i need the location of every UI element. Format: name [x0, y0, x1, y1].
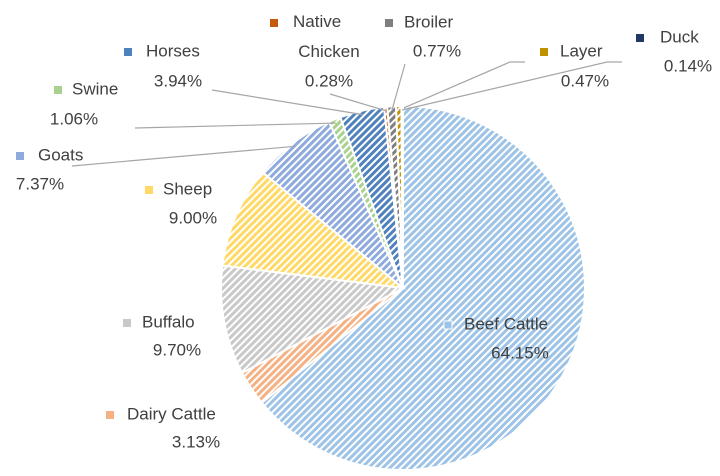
data-label-value: 9.70%: [153, 340, 201, 359]
pie-slice: [220, 264, 407, 375]
leader-line: [329, 93, 387, 112]
legend-marker: [145, 186, 153, 194]
data-label-name: Broiler: [404, 12, 453, 31]
data-label-value: 0.28%: [305, 71, 353, 90]
data-label-name: Duck: [660, 27, 699, 46]
data-label-name: Buffalo: [142, 312, 195, 331]
leader-line: [402, 61, 622, 111]
data-label-name: Beef Cattle: [464, 314, 548, 333]
data-label-value: 64.15%: [491, 343, 549, 362]
data-label-name: Swine: [72, 79, 118, 98]
leader-line: [391, 63, 406, 111]
data-label-value: 0.14%: [664, 56, 712, 75]
legend-marker: [54, 86, 62, 94]
data-label-value: 3.94%: [154, 71, 202, 90]
legend-marker: [16, 152, 24, 160]
data-label-value: 0.47%: [561, 71, 609, 90]
data-label-value: 7.37%: [16, 174, 64, 193]
leader-line: [398, 61, 525, 111]
data-label-name: Sheep: [163, 179, 212, 198]
data-label-value: 1.06%: [50, 109, 98, 128]
legend-marker: [636, 34, 644, 42]
data-label-name: Dairy Cattle: [127, 404, 216, 423]
legend-marker: [540, 48, 548, 56]
pie-slice: [260, 104, 586, 471]
legend-marker: [106, 411, 114, 419]
legend-marker: [270, 19, 278, 27]
data-label-name: Horses: [146, 41, 200, 60]
legend-marker: [385, 19, 393, 27]
data-label-value: 9.00%: [169, 208, 217, 227]
pie-slice: [221, 170, 407, 290]
data-label-name: Native Chicken: [293, 12, 360, 61]
data-label-value: 0.77%: [413, 41, 461, 60]
data-label-value: 3.13%: [172, 432, 220, 451]
leader-line: [71, 145, 296, 167]
data-label-name: Goats: [38, 145, 83, 164]
legend-marker: [123, 319, 131, 327]
data-label-name: Layer: [560, 41, 603, 60]
pie-slice: [400, 104, 404, 289]
leader-line: [211, 89, 363, 116]
legend-marker: [124, 48, 132, 56]
legend-marker: [443, 320, 453, 330]
leader-line: [134, 122, 337, 129]
